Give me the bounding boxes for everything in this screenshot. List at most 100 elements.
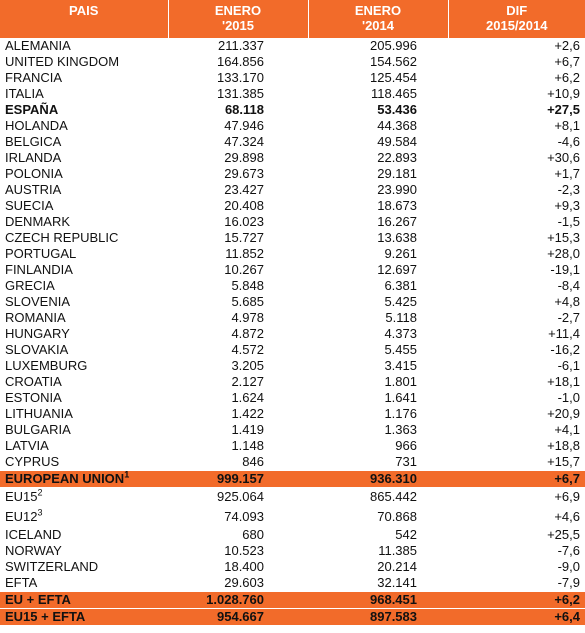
country-name: EU + EFTA	[0, 591, 168, 609]
value-jan-2014: 1.641	[308, 390, 448, 406]
value-dif-text: -8,4	[557, 278, 580, 293]
value-jan-2014-text: 9.261	[384, 246, 417, 261]
table-row: FINLANDIA 10.267 12.697 -19,1	[0, 262, 585, 278]
country-name-text: LITHUANIA	[5, 406, 73, 421]
value-jan-2014-text: 154.562	[370, 54, 417, 69]
value-dif-text: +6,4	[554, 609, 580, 624]
country-name: POLONIA	[0, 166, 168, 182]
country-name: GRECIA	[0, 278, 168, 294]
value-jan-2015-text: 68.118	[224, 102, 264, 117]
value-jan-2014-text: 20.214	[377, 559, 417, 574]
value-jan-2014: 154.562	[308, 54, 448, 70]
value-jan-2015: 1.148	[168, 438, 308, 454]
value-jan-2014-text: 18.673	[377, 198, 417, 213]
country-name-text: CYPRUS	[5, 454, 60, 469]
value-dif-text: +8,1	[554, 118, 580, 133]
value-jan-2015-text: 680	[242, 527, 264, 542]
country-name-text: ESTONIA	[5, 390, 62, 405]
value-jan-2014: 5.118	[308, 310, 448, 326]
value-jan-2015-text: 925.064	[217, 489, 264, 504]
value-jan-2015-text: 954.667	[217, 609, 264, 624]
country-name: LITHUANIA	[0, 406, 168, 422]
country-name: SWITZERLAND	[0, 559, 168, 575]
value-jan-2014-text: 205.996	[370, 38, 417, 53]
value-dif-text: +4,1	[554, 422, 580, 437]
value-jan-2015-text: 211.337	[217, 38, 264, 53]
value-jan-2015-text: 15.727	[224, 230, 264, 245]
value-dif-text: +4,6	[554, 509, 580, 524]
value-jan-2015: 74.093	[168, 507, 308, 527]
table-row: LATVIA 1.148 966 +18,8	[0, 438, 585, 454]
country-name: SLOVAKIA	[0, 342, 168, 358]
country-name-text: FINLANDIA	[5, 262, 73, 277]
value-jan-2015: 16.023	[168, 214, 308, 230]
table-row: ESTONIA 1.624 1.641 -1,0	[0, 390, 585, 406]
country-name-text: ALEMANIA	[5, 38, 71, 53]
country-name-text: PORTUGAL	[5, 246, 77, 261]
country-name: LUXEMBURG	[0, 358, 168, 374]
value-jan-2014-text: 4.373	[384, 326, 417, 341]
value-jan-2015: 10.523	[168, 543, 308, 559]
country-name: ROMANIA	[0, 310, 168, 326]
value-jan-2015: 47.946	[168, 118, 308, 134]
country-name-text: ICELAND	[5, 527, 62, 542]
value-dif: -4,6	[448, 134, 585, 150]
value-jan-2015-text: 164.856	[217, 54, 264, 69]
country-name-text: BELGICA	[5, 134, 62, 149]
value-jan-2014: 18.673	[308, 198, 448, 214]
value-jan-2014: 9.261	[308, 246, 448, 262]
table-row: GRECIA 5.848 6.381 -8,4	[0, 278, 585, 294]
value-dif: +28,0	[448, 246, 585, 262]
value-jan-2014-text: 1.176	[384, 406, 417, 421]
value-dif: +6,2	[448, 591, 585, 609]
value-jan-2015-text: 47.324	[224, 134, 264, 149]
value-dif: +18,1	[448, 374, 585, 390]
value-jan-2015-text: 29.673	[224, 166, 264, 181]
country-name: FRANCIA	[0, 70, 168, 86]
value-jan-2015-text: 1.422	[231, 406, 264, 421]
header-dif-line1: DIF	[506, 3, 528, 18]
value-jan-2015: 15.727	[168, 230, 308, 246]
value-jan-2014: 49.584	[308, 134, 448, 150]
value-jan-2014-text: 865.442	[370, 489, 417, 504]
value-jan-2015-text: 1.148	[231, 438, 264, 453]
value-dif-text: +20,9	[547, 406, 580, 421]
table-row: BELGICA 47.324 49.584 -4,6	[0, 134, 585, 150]
header-jan-2014: ENERO '2014	[307, 0, 448, 38]
country-name: ITALIA	[0, 86, 168, 102]
value-dif: +6,9	[448, 487, 585, 507]
value-jan-2014: 22.893	[308, 150, 448, 166]
table-row: SLOVAKIA 4.572 5.455 -16,2	[0, 342, 585, 358]
value-dif-text: -1,0	[557, 390, 580, 405]
value-dif: -1,0	[448, 390, 585, 406]
table-header: PAIS ENERO '2015 ENERO '2014 DIF 2015/20…	[0, 0, 585, 38]
country-name-text: LUXEMBURG	[5, 358, 88, 373]
value-jan-2015: 47.324	[168, 134, 308, 150]
value-dif-text: +6,2	[554, 592, 580, 608]
country-name: HOLANDA	[0, 118, 168, 134]
value-jan-2014-text: 731	[395, 454, 417, 469]
value-jan-2015: 846	[168, 454, 308, 471]
country-name-text: EU12	[5, 509, 38, 524]
country-name-text: IRLANDA	[5, 150, 62, 165]
value-dif-text: -6,1	[557, 358, 580, 373]
value-dif-text: +6,2	[554, 70, 580, 85]
value-dif: +25,5	[448, 527, 585, 543]
country-name: UNITED KINGDOM	[0, 54, 168, 70]
country-name: PORTUGAL	[0, 246, 168, 262]
value-dif-text: +6,9	[554, 489, 580, 504]
value-dif: +4,6	[448, 507, 585, 527]
value-jan-2015: 10.267	[168, 262, 308, 278]
value-jan-2015: 680	[168, 527, 308, 543]
country-name-text: AUSTRIA	[5, 182, 62, 197]
table-row: ICELAND 680 542 +25,5	[0, 527, 585, 543]
value-jan-2014: 865.442	[308, 487, 448, 507]
value-jan-2015-text: 5.848	[231, 278, 264, 293]
value-dif: -6,1	[448, 358, 585, 374]
value-jan-2015-text: 131.385	[217, 86, 264, 101]
value-dif-text: -7,9	[557, 575, 580, 590]
value-jan-2015: 1.419	[168, 422, 308, 438]
value-jan-2014: 53.436	[308, 102, 448, 118]
value-jan-2015: 5.685	[168, 294, 308, 310]
value-dif: -1,5	[448, 214, 585, 230]
